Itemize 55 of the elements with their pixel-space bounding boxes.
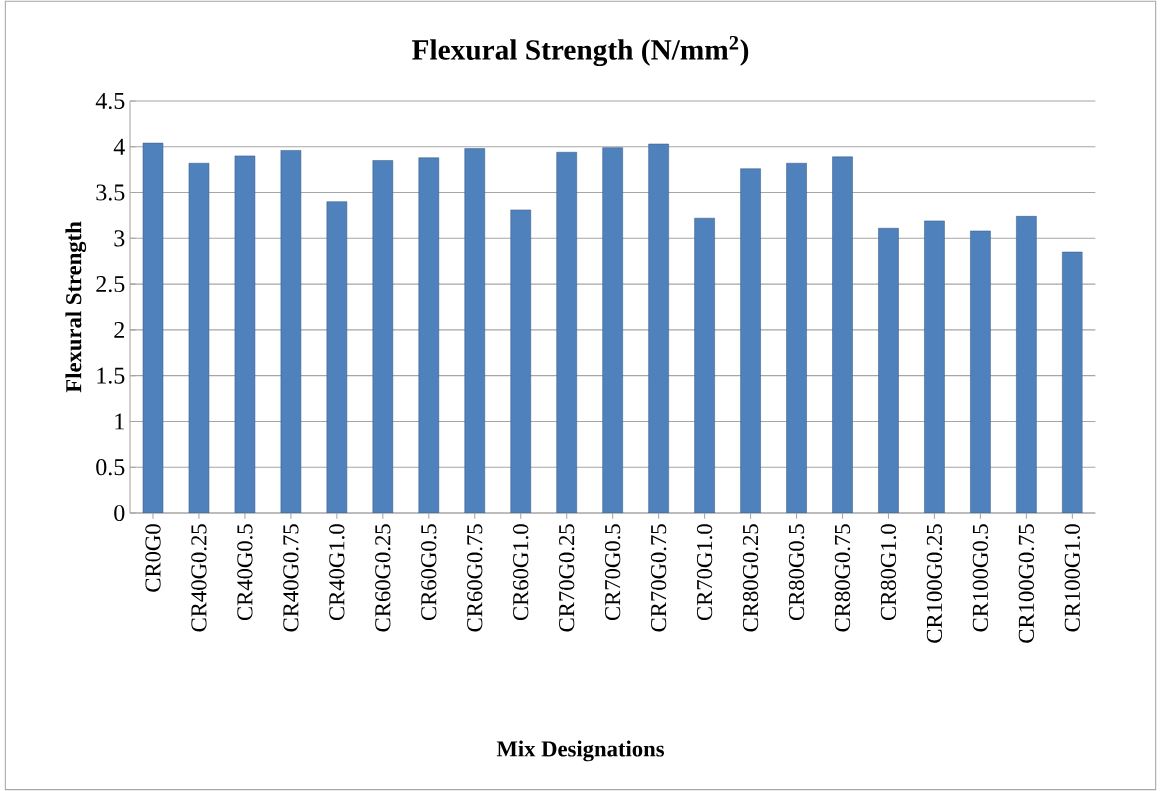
y-tick-label: 3 [114, 230, 125, 247]
bar [556, 151, 577, 513]
x-tick-label: CR60G1.0 [513, 524, 529, 621]
x-tick-label: CR60G0.25 [375, 524, 391, 632]
x-tick-label: CR70G0.75 [650, 524, 667, 632]
y-tick-label: 3.5 [96, 184, 125, 201]
bar [648, 143, 669, 513]
x-tick-label: CR40G0.5 [237, 524, 253, 621]
y-tick-label: 0 [114, 504, 125, 522]
x-tick-label: CR60G0.5 [421, 524, 437, 621]
x-tick-label: CR70G0.5 [604, 524, 621, 621]
bar [740, 168, 761, 513]
x-tick-label: CR40G1.0 [329, 524, 345, 621]
bar [142, 142, 164, 513]
bar [878, 227, 899, 513]
bar [464, 148, 486, 513]
bar [280, 150, 302, 513]
bar [418, 157, 440, 513]
bar [694, 217, 715, 513]
y-tick-label: 1 [115, 413, 124, 430]
chart-title: Flexural Strength (N/mm$^{2}$) [412, 35, 749, 67]
x-tick-label: CR80G0.5 [788, 524, 805, 621]
y-axis-title: Flexural Strength [65, 221, 87, 393]
x-tick-label: CR100G0.25 [926, 524, 943, 643]
x-tick-label: CR100G0.5 [972, 524, 989, 632]
bar [510, 209, 532, 513]
bar [832, 156, 853, 513]
x-tick-label: CR80G1.0 [880, 524, 897, 621]
y-tick-label: 0.5 [96, 459, 125, 476]
x-tick-label: CR80G0.75 [834, 524, 851, 632]
x-tick-label: CR70G0.25 [559, 524, 575, 632]
bar [1062, 251, 1083, 513]
y-tick-label: 1.5 [97, 367, 125, 384]
bar [372, 160, 394, 513]
bar [1016, 216, 1037, 513]
x-tick-label: CR100G1.0 [1064, 524, 1081, 632]
x-tick-label: CR70G1.0 [696, 524, 713, 621]
bar [234, 155, 256, 513]
x-tick-label: CR0G0 [145, 524, 161, 592]
y-tick-label: 2.5 [96, 275, 125, 293]
bar [786, 162, 807, 513]
x-tick-label: CR40G0.25 [191, 524, 207, 632]
bar [326, 201, 348, 513]
y-tick-label: 2 [114, 321, 124, 338]
bar [970, 230, 991, 513]
y-tick-label: 4 [113, 138, 125, 155]
bar [188, 162, 210, 513]
bar [602, 147, 623, 513]
bar [924, 220, 945, 513]
x-axis-title: Mix Designations [496, 740, 664, 762]
x-tick-label: CR40G0.75 [283, 524, 299, 632]
x-tick-label: CR80G0.25 [742, 524, 759, 632]
y-tick-label: 4.5 [95, 92, 125, 110]
x-tick-label: CR100G0.75 [1018, 524, 1035, 643]
x-tick-label: CR60G0.75 [467, 524, 483, 632]
